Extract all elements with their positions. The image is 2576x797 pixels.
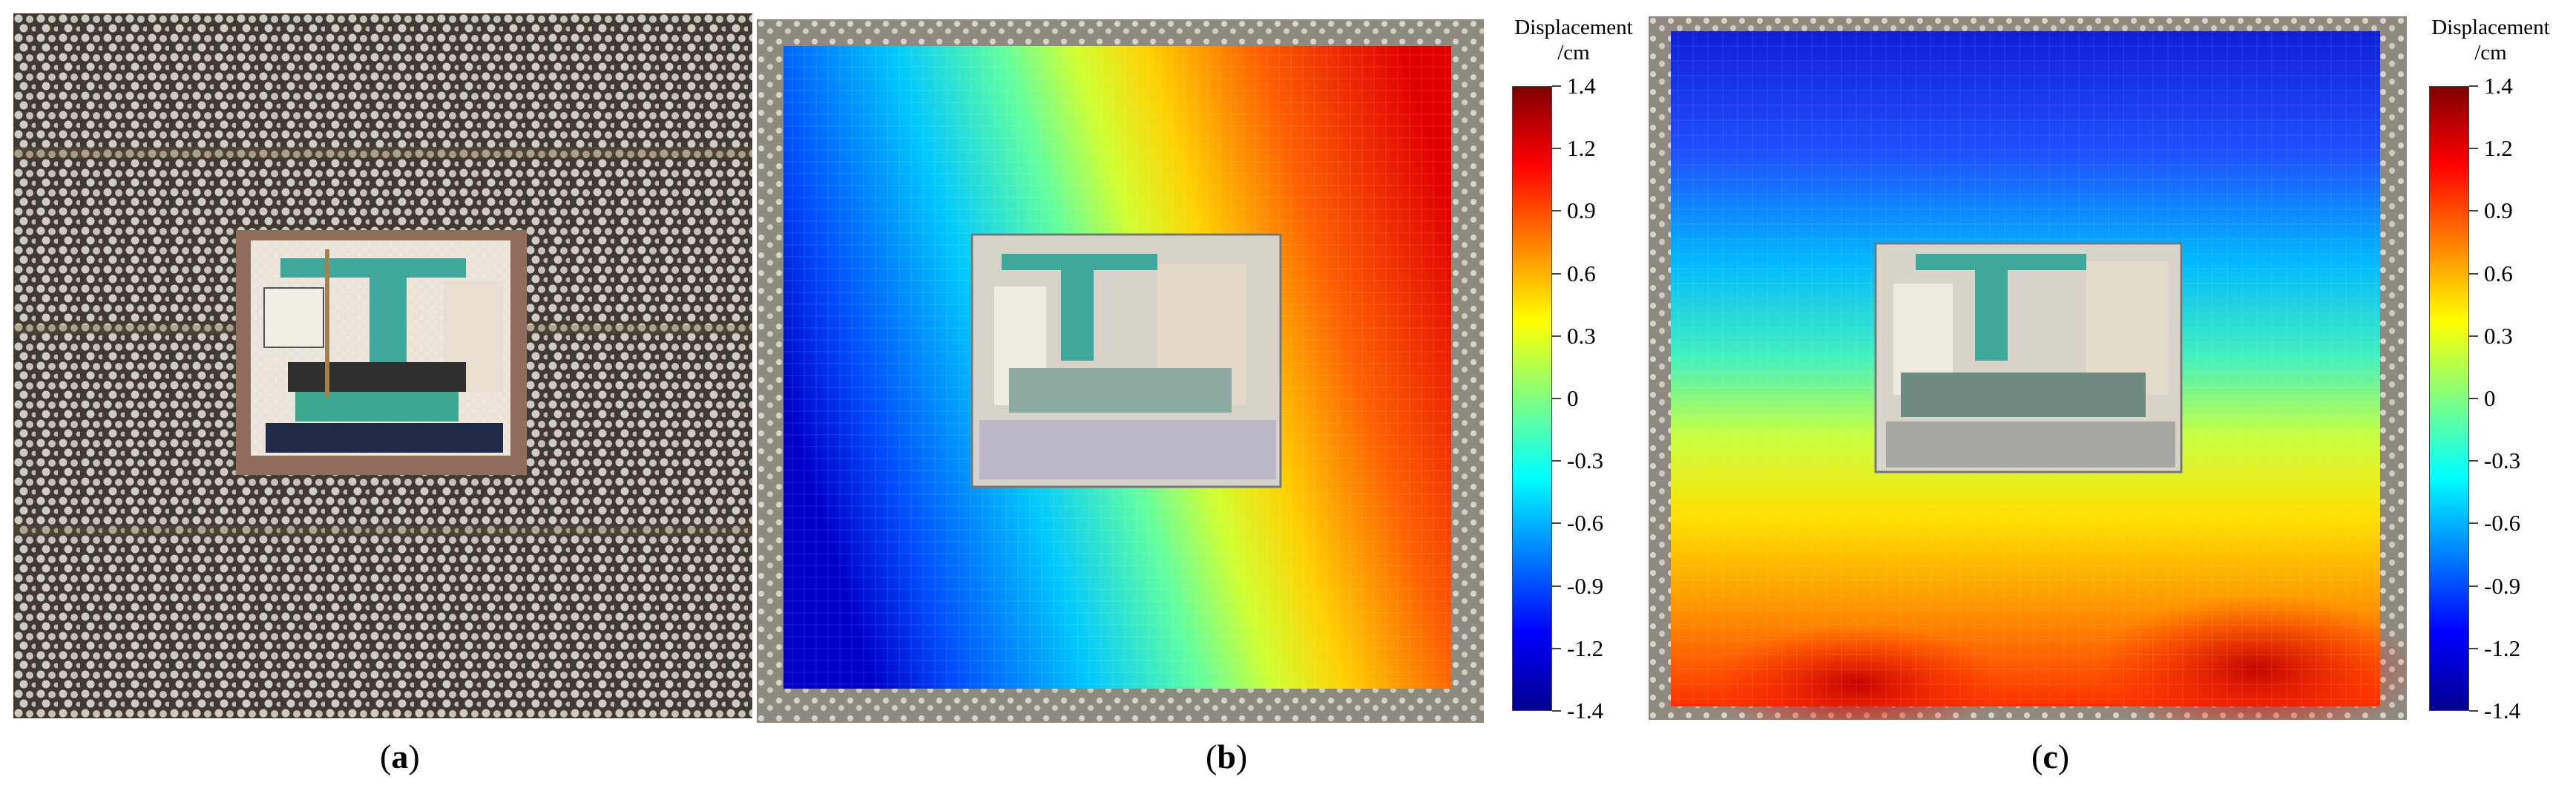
colorbar-tick-label: 1.4 (2484, 73, 2513, 99)
colorbar-tick-label: -1.4 (2484, 698, 2521, 724)
colorbar-tick-mark (2469, 85, 2478, 87)
colorbar-tick-mark (1552, 522, 1561, 525)
caption-open: ( (380, 738, 392, 775)
opening (236, 230, 527, 475)
colorbar-gradient (1512, 86, 1552, 711)
caption-c: (c) (2031, 736, 2069, 778)
colorbar-tick-label: -0.3 (1567, 447, 1604, 474)
colorbar-tick-mark (2469, 272, 2478, 275)
colorbar-tick-mark (1552, 647, 1561, 649)
displacement-contour-panel-c (1649, 16, 2407, 720)
colorbar-tick-label: 1.4 (1567, 73, 1596, 99)
colorbar-tick-label: -1.4 (1567, 698, 1604, 724)
colorbar-tick-mark (2469, 522, 2478, 525)
colorbar-tick-label: 0 (1567, 385, 1579, 411)
caption-b: (b) (1206, 736, 1247, 778)
colorbar-tick-label: 0.6 (1567, 260, 1596, 286)
caption-letter: b (1217, 738, 1236, 775)
colorbar-tick-mark (1552, 85, 1561, 87)
colorbar-tick-label: 0.3 (2484, 322, 2513, 349)
colorbar-tick-mark (1552, 398, 1561, 399)
colorbar-title: Displacement (2431, 16, 2550, 39)
colorbar-tick-label: -0.3 (2484, 447, 2521, 474)
opening (1874, 242, 2183, 473)
colorbar-title: Displacement (1514, 16, 1633, 39)
caption-close: ) (2057, 738, 2070, 775)
colorbar-tick-mark (1552, 210, 1561, 212)
colorbar-tick-label: -1.2 (2484, 634, 2521, 661)
colorbar-tick-label: -0.6 (1567, 510, 1604, 537)
colorbar-tick-label: -1.2 (1567, 634, 1604, 661)
colorbar-tick-label: -0.9 (1567, 572, 1604, 599)
colorbar-tick-mark (1552, 272, 1561, 275)
caption-open: ( (1206, 738, 1218, 775)
colorbar-unit: /cm (1557, 41, 1590, 65)
colorbar-tick-mark (2469, 335, 2478, 337)
colorbar-tick-label: 1.2 (1567, 135, 1596, 162)
colorbar-tick-label: -0.9 (2484, 572, 2521, 599)
colorbar-tick-label: 0.6 (2484, 260, 2513, 286)
caption-a: (a) (380, 736, 420, 778)
colorbar-tick-mark (2469, 710, 2478, 712)
colorbar-tick-label: 1.2 (2484, 135, 2513, 162)
caption-close: ) (1235, 738, 1248, 775)
colorbar-tick-mark (1552, 710, 1561, 712)
caption-close: ) (408, 738, 420, 775)
colorbar-c: Displacement /cm 1.4 1.2 0.9 0.6 0.3 0 -0.3 -0.… (2420, 15, 2569, 723)
colorbar-tick-mark (2469, 460, 2478, 462)
colorbar-tick-mark (2469, 647, 2478, 649)
displacement-contour-panel-b (757, 19, 1484, 723)
colorbar-tick-mark (1552, 585, 1561, 587)
colorbar-tick-mark (2469, 148, 2478, 150)
colorbar-unit: /cm (2474, 41, 2507, 65)
caption-letter: a (391, 738, 409, 775)
colorbar-tick-label: -0.6 (2484, 510, 2521, 537)
opening (970, 233, 1282, 488)
caption-open: ( (2031, 738, 2043, 775)
colorbar-tick-label: 0.3 (1567, 322, 1596, 349)
colorbar-tick-mark (1552, 335, 1561, 337)
colorbar-tick-label: 0.9 (2484, 197, 2513, 224)
colorbar-gradient (2429, 86, 2469, 711)
colorbar-tick-label: 0.9 (1567, 197, 1596, 224)
caption-letter: c (2043, 738, 2058, 775)
colorbar-tick-mark (1552, 460, 1561, 462)
colorbar-tick-mark (2469, 210, 2478, 212)
colorbar-b: Displacement /cm 1.4 1.2 0.9 0.6 0.3 0 -0.3 -0.… (1503, 15, 1644, 723)
colorbar-tick-mark (2469, 398, 2478, 399)
colorbar-tick-label: 0 (2484, 385, 2496, 411)
colorbar-tick-mark (2469, 585, 2478, 587)
speckle-photo-panel (13, 13, 752, 718)
colorbar-tick-mark (1552, 148, 1561, 150)
